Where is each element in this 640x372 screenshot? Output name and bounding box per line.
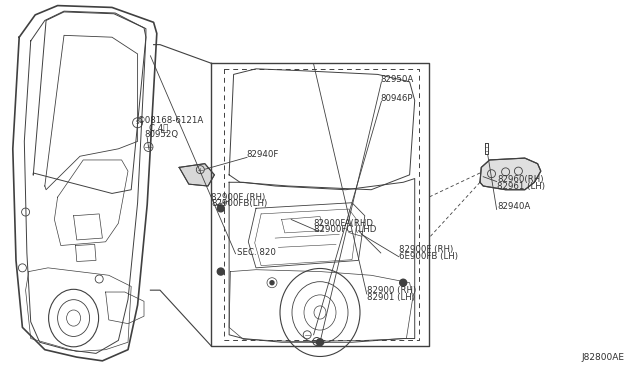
- Text: 82900F (RH): 82900F (RH): [211, 193, 266, 202]
- Text: 6E900FB (LH): 6E900FB (LH): [399, 252, 458, 261]
- Circle shape: [218, 205, 224, 212]
- Text: 80952Q: 80952Q: [144, 130, 178, 139]
- Text: 82940A: 82940A: [497, 202, 531, 211]
- Circle shape: [218, 268, 224, 275]
- Text: 82900FB(LH): 82900FB(LH): [211, 199, 268, 208]
- Circle shape: [317, 339, 323, 346]
- Polygon shape: [480, 158, 541, 190]
- Text: C 4⧉: C 4⧉: [149, 123, 168, 132]
- Text: 82900 (RH): 82900 (RH): [367, 286, 417, 295]
- Text: 82900FA(RHD: 82900FA(RHD: [314, 219, 374, 228]
- Text: S: S: [136, 120, 140, 125]
- Text: 82900FC (LHD: 82900FC (LHD: [314, 225, 376, 234]
- Circle shape: [400, 279, 406, 286]
- Circle shape: [270, 281, 274, 285]
- Text: ©08168-6121A: ©08168-6121A: [136, 116, 204, 125]
- Polygon shape: [179, 164, 214, 186]
- Text: 82900F (RH): 82900F (RH): [399, 246, 454, 254]
- Text: SEC. 820: SEC. 820: [237, 248, 276, 257]
- Text: 80946P: 80946P: [381, 94, 413, 103]
- Text: J82800AE: J82800AE: [581, 353, 624, 362]
- Text: 82901 (LH): 82901 (LH): [367, 293, 415, 302]
- Text: 82940F: 82940F: [246, 150, 279, 159]
- Text: 82961 (LH): 82961 (LH): [497, 182, 545, 190]
- Text: 82960(RH): 82960(RH): [497, 175, 544, 184]
- Text: 82950A: 82950A: [381, 76, 414, 84]
